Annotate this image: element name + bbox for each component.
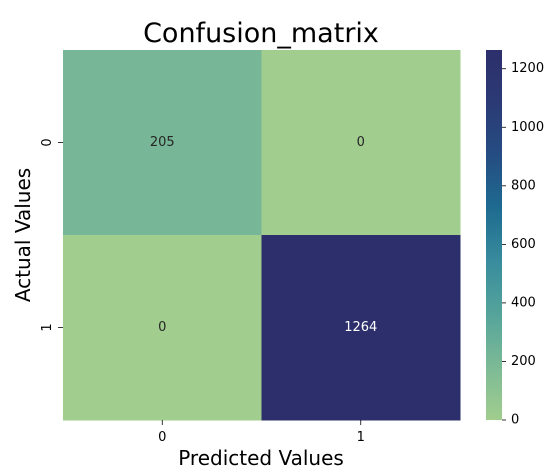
- colorbar-tick-label-200: 200: [511, 354, 536, 369]
- colorbar-tick-label-800: 800: [511, 178, 536, 193]
- cell-value-1-1: 1264: [344, 320, 377, 335]
- x-tick-label-0: 0: [158, 430, 166, 445]
- x-tick-label-1: 1: [357, 430, 365, 445]
- colorbar-ticks: 0 200 400 600 800 1000 1200: [502, 61, 544, 428]
- colorbar-tick-label-1200: 1200: [511, 61, 544, 76]
- colorbar-tick-label-600: 600: [511, 237, 536, 252]
- cell-value-0-1: 0: [357, 135, 365, 150]
- x-axis-label: Predicted Values: [178, 446, 344, 470]
- colorbar-tick-label-0: 0: [511, 413, 519, 428]
- y-tick-label-0: 0: [40, 138, 55, 146]
- heatmap-cell-0-0: [63, 50, 262, 236]
- heatmap-cell-1-1: [261, 235, 461, 421]
- colorbar-tick-label-1000: 1000: [511, 120, 544, 135]
- heatmap-cell-1-0: [63, 235, 262, 421]
- heatmap-cells: [63, 50, 461, 421]
- y-axis-label: Actual Values: [11, 168, 35, 302]
- colorbar-tick-label-400: 400: [511, 295, 536, 310]
- cell-value-0-0: 205: [150, 135, 175, 150]
- y-axis-ticks: 01: [40, 138, 63, 332]
- heatmap-cell-0-1: [261, 50, 461, 236]
- cell-value-1-0: 0: [158, 320, 166, 335]
- heatmap-cell-labels: 205 0 0 1264: [150, 135, 377, 335]
- colorbar: [486, 50, 502, 420]
- chart-title: Confusion_matrix: [143, 18, 379, 49]
- y-tick-label-1: 1: [40, 323, 55, 331]
